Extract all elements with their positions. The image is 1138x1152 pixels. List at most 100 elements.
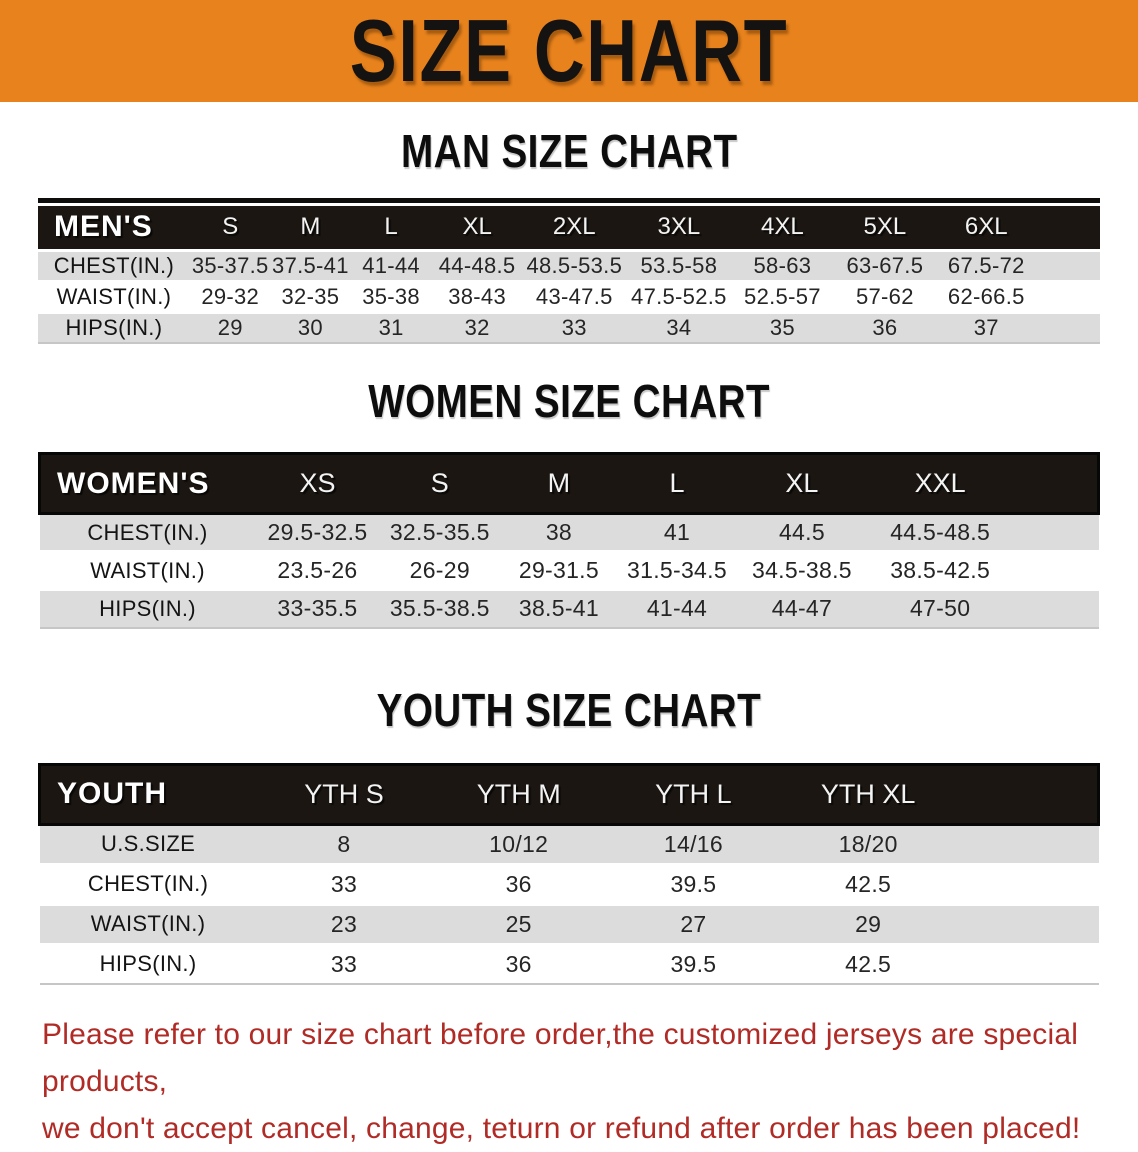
cell: 10/12 [431, 824, 607, 864]
cell: 8 [256, 824, 432, 864]
spacer-cell [1012, 452, 1100, 515]
men-size-header: XL [431, 206, 523, 250]
men-size-header: M [270, 206, 351, 250]
men-chest-row: CHEST(IN.) 35-37.5 37.5-41 41-44 44-48.5… [38, 250, 1100, 281]
women-chest-row: CHEST(IN.) 29.5-32.5 32.5-35.5 38 41 44.… [39, 513, 1099, 552]
cell: 47-50 [867, 589, 1013, 628]
youth-section-heading: YOUTH SIZE CHART [0, 683, 1138, 737]
cell: 33 [330, 950, 358, 977]
spacer-cell [1036, 250, 1100, 281]
cell: 39.5 [670, 870, 717, 897]
women-size-table: WOMEN'S XS S M L XL XXL CHEST(IN.) 29.5-… [37, 452, 1100, 629]
banner-title: SIZE CHART [349, 1, 789, 100]
women-size-header: XXL [867, 452, 1013, 515]
cell: 58-63 [731, 250, 834, 281]
cell: 43-47.5 [535, 283, 613, 309]
cell: 26-29 [409, 557, 470, 583]
size-chart-banner: SIZE CHART [0, 0, 1138, 102]
youth-hips-row: HIPS(IN.) 33 36 39.5 42.5 [39, 944, 1099, 984]
women-group-label: WOMEN'S [37, 452, 256, 515]
men-header-row: MEN'S S M L XL 2XL 3XL 4XL 5XL 6XL [38, 206, 1100, 250]
spacer-cell [1012, 589, 1099, 628]
cell: 38-43 [448, 283, 506, 309]
men-hips-row: HIPS(IN.) 29 30 31 32 33 34 35 36 37 [38, 312, 1100, 343]
cell: 63-67.5 [833, 250, 937, 281]
men-group-label: MEN'S [38, 206, 190, 250]
youth-size-header: YTH L [606, 762, 781, 826]
women-waist-row: WAIST(IN.) 23.5-26 26-29 29-31.5 31.5-34… [39, 551, 1099, 590]
cell: 32 [431, 312, 523, 343]
cell: 36 [833, 312, 937, 343]
youth-heading-text: YOUTH SIZE CHART [376, 683, 762, 736]
men-table-top-border [38, 198, 1100, 203]
cell: 38.5-42.5 [890, 557, 991, 583]
spacer-cell [956, 864, 1099, 904]
row-label: CHEST(IN.) [87, 871, 209, 896]
cell: 42.5 [845, 870, 892, 897]
men-waist-row: WAIST(IN.) 29-32 32-35 35-38 38-43 43-47… [38, 281, 1100, 312]
cell: 36 [505, 950, 532, 977]
men-size-header: S [189, 206, 271, 250]
cell: 35.5-38.5 [379, 589, 501, 628]
row-label: CHEST(IN.) [38, 250, 190, 281]
cell: 34.5-38.5 [751, 557, 852, 583]
cell: 41-44 [617, 589, 737, 628]
row-label: HIPS(IN.) [38, 312, 190, 343]
row-label: WAIST(IN.) [56, 283, 172, 309]
youth-chest-row: CHEST(IN.) 33 36 39.5 42.5 [39, 864, 1099, 904]
cell: 62-66.5 [947, 283, 1025, 309]
youth-size-header: YTH XL [780, 762, 956, 826]
men-size-header: L [350, 206, 432, 250]
cell: 42.5 [845, 950, 892, 977]
women-size-header: M [500, 452, 618, 515]
cell: 38.5-41 [500, 589, 618, 628]
cell: 27 [606, 904, 781, 944]
men-size-table: MEN'S S M L XL 2XL 3XL 4XL 5XL 6XL CHEST… [38, 198, 1100, 344]
cell: 48.5-53.5 [522, 250, 627, 281]
cell: 39.5 [670, 950, 717, 977]
cell: 32.5-35.5 [379, 513, 501, 552]
youth-size-table: YOUTH YTH S YTH M YTH L YTH XL U.S.SIZE … [37, 762, 1100, 985]
row-label: CHEST(IN.) [39, 513, 256, 552]
cell: 29 [780, 904, 956, 944]
cell: 33-35.5 [255, 589, 380, 628]
cell: 37 [936, 312, 1037, 343]
cell: 14/16 [606, 824, 781, 864]
cell: 53.5-58 [626, 250, 732, 281]
cell: 37.5-41 [270, 250, 351, 281]
cell: 44-47 [736, 589, 868, 628]
cell: 23.5-26 [277, 557, 358, 583]
men-size-header: 4XL [731, 206, 834, 250]
women-hips-row: HIPS(IN.) 33-35.5 35.5-38.5 38.5-41 41-4… [39, 589, 1099, 628]
youth-waist-row: WAIST(IN.) 23 25 27 29 [39, 904, 1099, 944]
cell: 36 [505, 870, 532, 897]
spacer-cell [1013, 552, 1099, 590]
cell: 41 [617, 513, 737, 552]
cell: 30 [270, 312, 351, 343]
cell: 29-32 [201, 283, 260, 309]
disclaimer-line-1: Please refer to our size chart before or… [42, 1018, 1079, 1098]
cell: 44.5 [736, 513, 868, 552]
cell: 31 [350, 312, 432, 343]
man-section-heading: MAN SIZE CHART [0, 124, 1138, 178]
women-header-row: WOMEN'S XS S M L XL XXL [37, 452, 1100, 515]
men-size-header: 2XL [522, 206, 627, 250]
spacer-cell [955, 824, 1099, 864]
cell: 29.5-32.5 [255, 513, 380, 552]
cell: 29 [189, 312, 271, 343]
youth-size-header: YTH S [256, 762, 432, 826]
row-label: WAIST(IN.) [90, 557, 205, 583]
cell: 34 [626, 312, 732, 343]
women-heading-text: WOMEN SIZE CHART [368, 375, 770, 427]
youth-group-label: YOUTH [37, 762, 257, 826]
youth-header-row: YOUTH YTH S YTH M YTH L YTH XL [37, 762, 1100, 826]
cell: 32-35 [281, 283, 340, 309]
youth-size-header: YTH M [431, 762, 607, 826]
women-section-heading: WOMEN SIZE CHART [0, 374, 1138, 428]
cell: 35-38 [362, 283, 420, 309]
row-label: U.S.SIZE [39, 824, 257, 864]
spacer-cell [1012, 513, 1099, 552]
disclaimer-text: Please refer to our size chart before or… [42, 1011, 1096, 1152]
women-size-header: XL [736, 452, 868, 515]
men-size-header: 3XL [626, 206, 732, 250]
